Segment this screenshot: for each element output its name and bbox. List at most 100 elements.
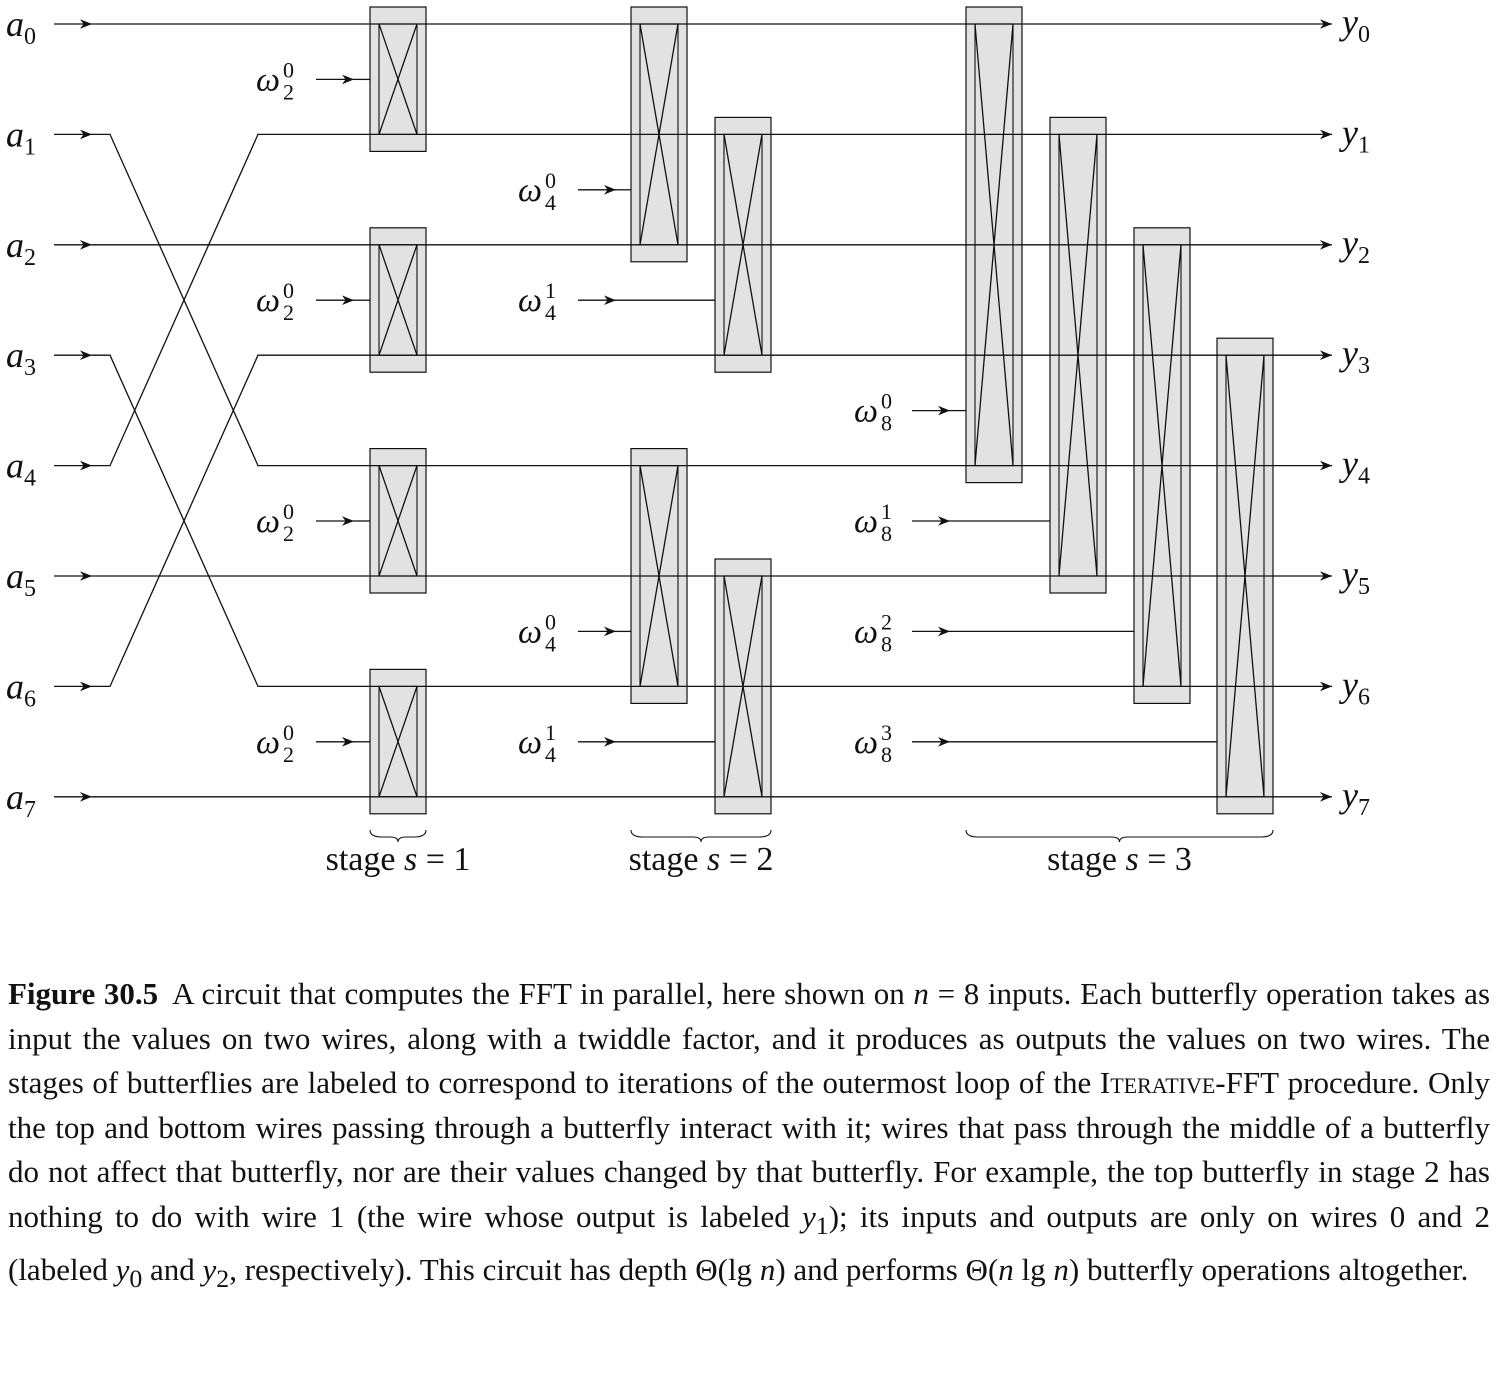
- twiddle-omega-8-2: ω: [854, 613, 878, 650]
- input-label-a4: a4: [6, 446, 36, 492]
- permutation-wire-6: [92, 354, 370, 688]
- input-index: 0: [24, 24, 36, 50]
- butterfly-boxes: [369, 6, 1274, 815]
- output-index: 3: [1358, 353, 1370, 379]
- caption-n-4: n: [1053, 1252, 1069, 1288]
- caption-text-1: A circuit that computes the FFT in paral…: [172, 976, 914, 1011]
- twiddle-omega-2-0: ω: [256, 724, 280, 761]
- caption-procedure-name: Iterative-FFT: [1099, 1065, 1280, 1100]
- output-index: 7: [1358, 795, 1370, 821]
- twiddle-superscript: 3: [881, 720, 892, 745]
- twiddle-subscript: 8: [881, 631, 892, 656]
- input-index: 7: [24, 797, 36, 823]
- output-index: 5: [1358, 574, 1370, 600]
- stage-variable: s: [404, 841, 417, 878]
- twiddle-subscript: 8: [881, 742, 892, 767]
- caption-text-9: ) butterfly operations altogether.: [1068, 1252, 1469, 1288]
- twiddle-omega-4-0: ω: [518, 172, 542, 209]
- twiddle-omega-8-1: ω: [854, 503, 878, 540]
- caption-n-3: n: [998, 1252, 1014, 1288]
- caption-n-1: n: [913, 976, 929, 1011]
- input-index: 3: [24, 355, 36, 381]
- butterfly-cross-line: [378, 465, 418, 577]
- twiddle-subscript: 8: [881, 521, 892, 546]
- stage-equals: = 1: [417, 841, 470, 878]
- caption-y0-sub: 0: [129, 1264, 143, 1294]
- twiddle-superscript: 0: [881, 389, 892, 414]
- twiddle-subscript: 2: [283, 300, 294, 325]
- output-label-y7: y7: [1339, 775, 1370, 821]
- caption-text-4: ); its inputs and outputs are only on wi…: [8, 1198, 1490, 1288]
- input-index: 4: [24, 466, 36, 492]
- input-index: 6: [24, 686, 36, 712]
- twiddle-subscript: 2: [283, 742, 294, 767]
- stage-equals: = 2: [720, 841, 773, 878]
- wires: [54, 19, 1332, 802]
- twiddle-superscript: 0: [283, 499, 294, 524]
- stage-variable: s: [707, 841, 720, 878]
- twiddle-superscript: 1: [881, 499, 892, 524]
- twiddle-omega-2-0: ω: [256, 503, 280, 540]
- butterfly-cross-line: [378, 23, 418, 135]
- stage-brace-2: [630, 829, 772, 843]
- input-index: 2: [24, 245, 36, 271]
- stage-word: stage: [1047, 841, 1125, 878]
- input-label-a7: a7: [6, 777, 36, 823]
- twiddle-superscript: 0: [283, 57, 294, 82]
- output-label-y5: y5: [1339, 554, 1370, 600]
- stage-brace-3: [965, 829, 1274, 843]
- input-label-a0: a0: [6, 4, 36, 50]
- stage-label-2: stage s = 2: [629, 841, 774, 878]
- stage-label-1: stage s = 1: [326, 841, 471, 878]
- twiddle-omega-2-0: ω: [256, 282, 280, 319]
- input-label-a2: a2: [6, 225, 36, 271]
- stage-word: stage: [629, 841, 707, 878]
- twiddle-subscript: 4: [545, 190, 556, 215]
- output-label-y2: y2: [1339, 223, 1370, 269]
- input-label-a6: a6: [6, 666, 36, 712]
- twiddle-superscript: 1: [545, 720, 556, 745]
- output-label-y3: y3: [1339, 333, 1370, 379]
- stage-word: stage: [326, 841, 404, 878]
- output-index: 2: [1358, 243, 1370, 269]
- caption-y0: y: [115, 1252, 130, 1288]
- input-label-a1: a1: [6, 114, 36, 160]
- output-label-y6: y6: [1339, 664, 1370, 710]
- input-index: 5: [24, 576, 36, 602]
- output-label-y0: y0: [1339, 2, 1370, 48]
- butterfly-cross-line: [378, 686, 418, 798]
- twiddle-omega-8-3: ω: [854, 724, 878, 761]
- twiddle-subscript: 2: [283, 79, 294, 104]
- input-label-a3: a3: [6, 335, 36, 381]
- twiddle-omega-4-1: ω: [518, 724, 542, 761]
- output-index: 6: [1358, 684, 1370, 710]
- output-index: 0: [1358, 22, 1370, 48]
- twiddle-subscript: 4: [545, 300, 556, 325]
- twiddle-superscript: 1: [545, 278, 556, 303]
- input-label-a5: a5: [6, 556, 36, 602]
- caption-text-7: ) and performs Θ(: [775, 1252, 999, 1288]
- twiddle-subscript: 8: [881, 411, 892, 436]
- butterfly-cross-line: [378, 244, 418, 356]
- stage-label-3: stage s = 3: [1047, 841, 1192, 878]
- caption-text-6: , respectively). This circuit has depth …: [229, 1252, 760, 1288]
- caption-text-2: = 8 inputs. Each butterfly operation tak…: [8, 976, 1491, 1100]
- twiddle-superscript: 2: [881, 609, 892, 634]
- twiddle-omega-4-1: ω: [518, 282, 542, 319]
- caption-n-2: n: [759, 1252, 776, 1288]
- caption-y2: y: [202, 1252, 217, 1288]
- stage-equals: = 3: [1139, 841, 1192, 878]
- twiddle-subscript: 2: [283, 521, 294, 546]
- twiddle-omega-8-0: ω: [854, 393, 878, 430]
- output-index: 4: [1358, 464, 1370, 490]
- figure-caption: Figure 30.5 A circuit that computes the F…: [8, 972, 1490, 1302]
- twiddle-subscript: 4: [545, 742, 556, 767]
- caption-y1: y: [802, 1198, 816, 1234]
- twiddle-omega-2-0: ω: [256, 61, 280, 98]
- caption-text-3: procedure. Only the top and bottom wires…: [8, 1065, 1490, 1234]
- output-index: 1: [1358, 132, 1370, 158]
- permutation-wire-4: [92, 133, 370, 467]
- output-label-y4: y4: [1339, 444, 1370, 490]
